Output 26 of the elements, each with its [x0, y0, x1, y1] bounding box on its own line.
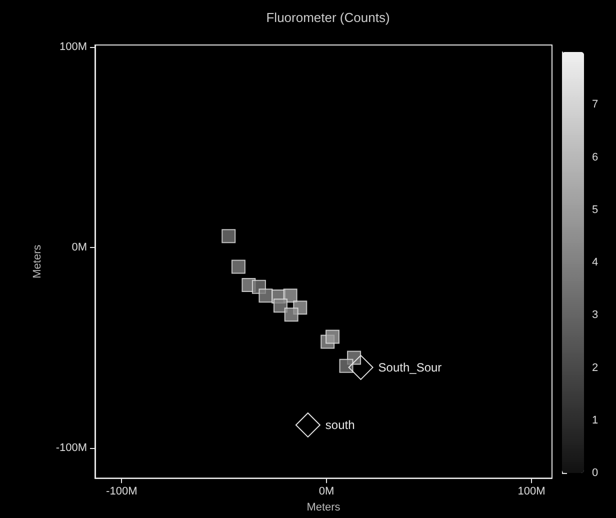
point — [339, 358, 354, 373]
x-tick-label: 100M — [518, 486, 546, 498]
color-bar-label: 4 — [592, 256, 598, 268]
x-axis-title: Meters — [306, 502, 341, 514]
point — [231, 260, 246, 274]
y-tick-label: -100M — [56, 442, 87, 454]
point — [326, 330, 340, 344]
y-axis-title: Meters — [32, 244, 44, 278]
x-tick-label: -100M — [106, 486, 138, 498]
point — [284, 308, 298, 322]
color-bar-label: 0 — [592, 467, 598, 479]
point — [258, 288, 273, 303]
color-bar-label: 6 — [592, 151, 598, 164]
annotation: South_Sour — [378, 360, 442, 374]
chart-title: Fluorometer (Counts) — [266, 10, 390, 25]
x-tick-label: 0M — [318, 486, 334, 498]
point — [222, 229, 236, 244]
color-bar-label: 3 — [592, 309, 598, 322]
color-bar-label: 5 — [592, 204, 598, 216]
y-tick-label: 0M — [72, 242, 87, 254]
color-bar-label: 2 — [592, 362, 598, 374]
point — [273, 298, 288, 313]
color-bar-label: 1 — [592, 414, 598, 426]
annotation: south — [325, 418, 355, 432]
y-tick-label: 100M — [59, 41, 87, 54]
color-bar-label: 7 — [592, 98, 598, 111]
